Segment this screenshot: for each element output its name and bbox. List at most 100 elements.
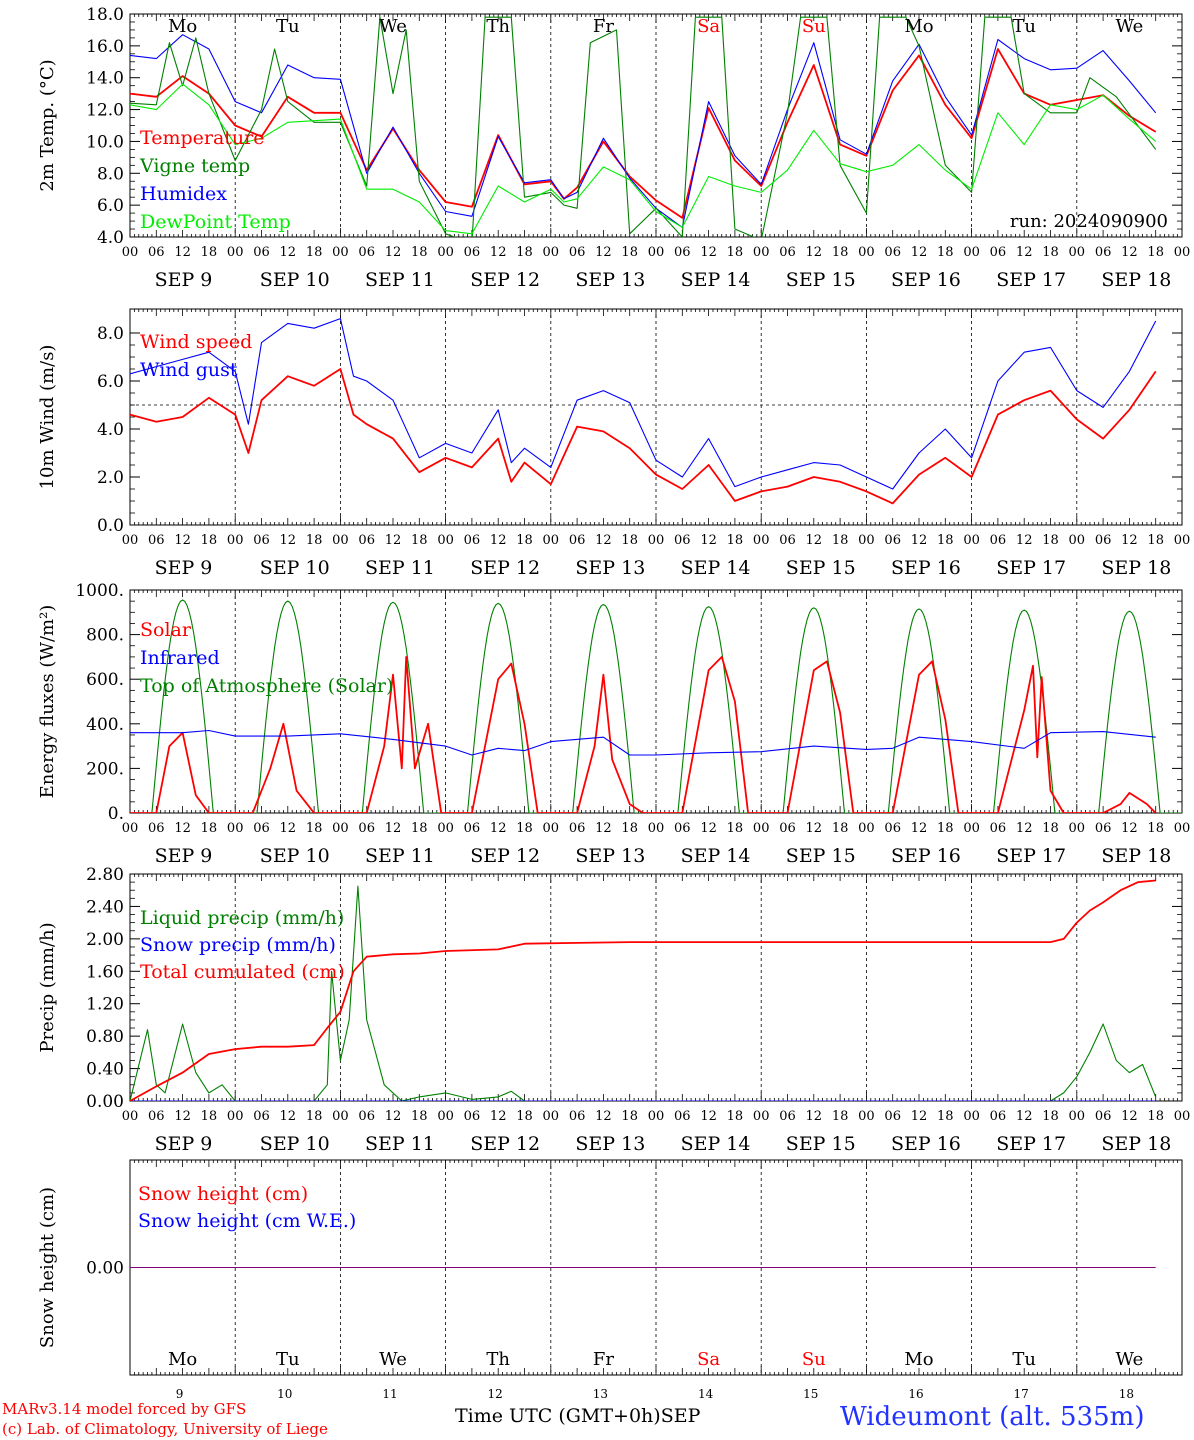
hour-label: 06 — [990, 1109, 1007, 1124]
panel-4: 0.00 0.40 0.80 1.20 1.60 2.00 2.40 2.80 Precip (… — [37, 865, 1190, 1155]
hour-label: 00 — [963, 821, 980, 836]
hour-label: 00 — [227, 1109, 244, 1124]
hour-label: 12 — [595, 533, 612, 548]
date-label: SEP 9 — [155, 845, 213, 867]
hour-label: 12 — [280, 245, 297, 260]
y-axis-label: Energy fluxes (W/m²) — [37, 605, 58, 799]
y-tick-label: 2.40 — [86, 897, 124, 917]
hour-label: 00 — [543, 533, 560, 548]
day-of-week-bottom: We — [1116, 1349, 1144, 1370]
date-label: SEP 18 — [1101, 845, 1171, 867]
hour-label: 18 — [1042, 533, 1059, 548]
hour-label: 18 — [1042, 245, 1059, 260]
hour-label: 12 — [595, 1109, 612, 1124]
hour-label: 06 — [358, 1109, 375, 1124]
date-label: SEP 13 — [575, 1133, 645, 1155]
copyright-credit: (c) Lab. of Climatology, University of L… — [2, 1420, 328, 1438]
hour-label: 18 — [306, 821, 323, 836]
y-axis-label: Precip (mm/h) — [37, 922, 58, 1052]
hour-label: 00 — [437, 1109, 454, 1124]
legend-entry: Solar — [140, 619, 192, 641]
hour-label: 06 — [674, 1109, 691, 1124]
day-of-week-bottom: Sa — [697, 1349, 720, 1370]
date-label: SEP 16 — [891, 1133, 961, 1155]
hour-label: 12 — [1016, 821, 1033, 836]
hour-label: 12 — [700, 1109, 717, 1124]
day-of-week-top: We — [379, 16, 407, 37]
hour-label: 12 — [490, 821, 507, 836]
hour-label: 00 — [122, 821, 139, 836]
date-label: SEP 16 — [891, 557, 961, 579]
date-label: SEP 10 — [260, 1133, 330, 1155]
hour-label: 18 — [201, 1109, 218, 1124]
hour-label: 06 — [569, 1109, 586, 1124]
hour-label: 18 — [411, 245, 428, 260]
hour-label: 00 — [332, 1109, 349, 1124]
hour-label: 12 — [911, 821, 928, 836]
date-label: SEP 15 — [786, 269, 856, 291]
hour-label: 00 — [227, 245, 244, 260]
y-tick-label: 0.00 — [86, 1092, 124, 1112]
hour-label: 12 — [174, 245, 191, 260]
y-tick-label: 400. — [86, 715, 124, 735]
day-of-week-top: We — [1116, 16, 1144, 37]
hour-label: 00 — [1174, 821, 1191, 836]
hour-label: 18 — [727, 821, 744, 836]
hour-label: 18 — [832, 533, 849, 548]
hour-label: 12 — [1016, 533, 1033, 548]
hour-label: 06 — [779, 1109, 796, 1124]
hour-label: 06 — [464, 245, 481, 260]
hour-label: 00 — [858, 245, 875, 260]
hour-label: 18 — [937, 533, 954, 548]
hour-label: 06 — [674, 245, 691, 260]
y-tick-label: 8.0 — [97, 324, 124, 344]
y-axis-label: 10m Wind (m/s) — [37, 345, 58, 490]
time-axis-label: Time UTC (GMT+0h) — [455, 1405, 661, 1427]
y-tick-label: 4.0 — [97, 420, 124, 440]
hour-label: 06 — [148, 533, 165, 548]
run-label: run: 2024090900 — [1010, 211, 1168, 232]
day-of-week-top: Tu — [1012, 16, 1036, 37]
legend-entry: Wind gust — [140, 359, 238, 381]
hour-label: 18 — [621, 1109, 638, 1124]
hour-label: 06 — [148, 245, 165, 260]
day-number: 12 — [488, 1387, 503, 1401]
hour-label: 00 — [1174, 245, 1191, 260]
date-label: SEP 18 — [1101, 557, 1171, 579]
hour-label: 18 — [621, 821, 638, 836]
hour-label: 06 — [884, 821, 901, 836]
date-label: SEP 12 — [470, 1133, 540, 1155]
hour-label: 00 — [858, 1109, 875, 1124]
hour-label: 12 — [595, 245, 612, 260]
hour-label: 00 — [332, 245, 349, 260]
y-tick-label: 0.40 — [86, 1060, 124, 1080]
date-label: SEP 18 — [1101, 269, 1171, 291]
date-label: SEP 9 — [155, 1133, 213, 1155]
hour-label: 12 — [385, 821, 402, 836]
hour-label: 00 — [858, 821, 875, 836]
date-label: SEP 10 — [260, 269, 330, 291]
y-tick-label: 4.0 — [97, 228, 124, 248]
series-vigne-temp — [130, 16, 1157, 237]
hour-label: 06 — [779, 245, 796, 260]
day-number: 11 — [382, 1387, 397, 1401]
date-label: SEP 14 — [681, 557, 751, 579]
hour-label: 18 — [937, 1109, 954, 1124]
date-label: SEP 13 — [575, 269, 645, 291]
date-label: SEP 14 — [681, 1133, 751, 1155]
legend-entry: Top of Atmosphere (Solar) — [140, 675, 393, 697]
hour-label: 18 — [621, 245, 638, 260]
hour-label: 18 — [727, 533, 744, 548]
hour-label: 06 — [253, 821, 270, 836]
day-of-week-bottom: Su — [802, 1349, 826, 1370]
date-label: SEP 17 — [996, 557, 1066, 579]
hour-label: 12 — [174, 821, 191, 836]
legend-entry: Total cumulated (cm) — [140, 961, 345, 983]
date-label: SEP 15 — [786, 1133, 856, 1155]
y-tick-label: 0.00 — [86, 1259, 124, 1279]
legend-entry: Liquid precip (mm/h) — [140, 907, 344, 929]
date-label: SEP 14 — [681, 269, 751, 291]
hour-label: 06 — [464, 821, 481, 836]
series-wind-gust — [130, 318, 1157, 490]
legend-entry: Temperature — [140, 127, 264, 149]
